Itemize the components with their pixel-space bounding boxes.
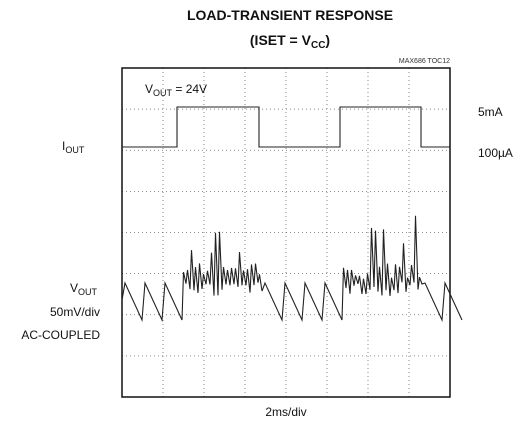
- scope-grid: [122, 68, 450, 397]
- iout-high: 5mA: [478, 105, 503, 119]
- voltage-trace: [121, 215, 463, 323]
- iout-low: 100µA: [478, 146, 513, 160]
- subtitle: (ISET = VCC): [250, 32, 330, 51]
- scope-frame: [121, 67, 451, 398]
- current-trace: [122, 106, 450, 148]
- iout-label: IOUT: [62, 139, 85, 155]
- vout-scale: 50mV/div: [50, 305, 100, 319]
- figure-code: MAX686 TOC12: [399, 58, 450, 65]
- title: LOAD-TRANSIENT RESPONSE: [187, 7, 393, 23]
- vout-coupling: AC-COUPLED: [21, 328, 100, 342]
- vout-label: VOUT: [70, 281, 98, 297]
- vout-setting: VOUT = 24V: [145, 82, 207, 98]
- time-scale: 2ms/div: [265, 405, 306, 419]
